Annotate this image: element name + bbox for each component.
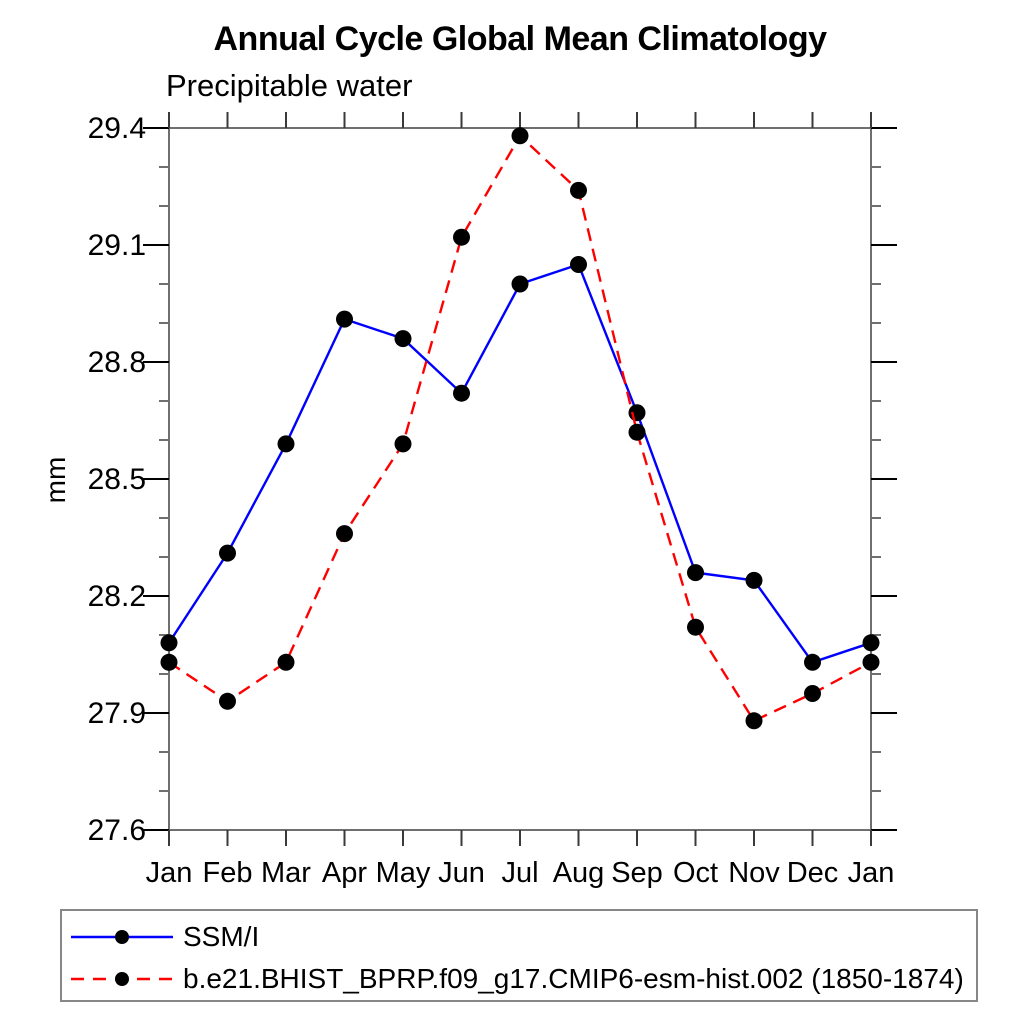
data-point-marker bbox=[687, 618, 704, 636]
data-point-marker bbox=[394, 435, 412, 453]
data-point-marker bbox=[628, 423, 646, 441]
data-point-marker bbox=[862, 653, 880, 671]
y-axis-major-ticks bbox=[143, 127, 897, 831]
x-tick-label: Sep bbox=[611, 857, 663, 889]
data-point-marker bbox=[160, 634, 178, 652]
data-point-marker bbox=[160, 653, 178, 671]
data-point-marker bbox=[570, 256, 587, 273]
chart-subtitle: Precipitable water bbox=[166, 68, 413, 103]
x-tick-label: Jan bbox=[848, 857, 895, 889]
data-point-marker bbox=[453, 228, 470, 246]
y-axis-minor-ticks bbox=[159, 166, 881, 792]
y-tick-label: 27.6 bbox=[88, 814, 146, 847]
x-tick-label: Mar bbox=[261, 857, 311, 889]
y-tick-label: 28.8 bbox=[88, 346, 146, 379]
data-point-marker bbox=[687, 564, 704, 582]
data-point-marker bbox=[336, 525, 353, 543]
series-0-markers bbox=[160, 256, 880, 671]
x-tick-label: Jan bbox=[146, 857, 193, 889]
data-point-marker bbox=[511, 275, 529, 293]
x-tick-label: Aug bbox=[553, 857, 605, 889]
y-tick-label: 29.4 bbox=[88, 112, 146, 145]
x-tick-label: Feb bbox=[203, 857, 253, 889]
series-1-markers bbox=[160, 127, 880, 730]
axis-frame bbox=[168, 127, 872, 831]
data-point-marker bbox=[394, 330, 412, 348]
legend-item-model: b.e21.BHIST_BPRP.f09_g17.CMIP6-esm-hist.… bbox=[67, 963, 964, 995]
series-1-line bbox=[168, 133, 872, 723]
x-tick-label: May bbox=[376, 857, 431, 889]
legend-item-ssmi: SSM/I bbox=[67, 921, 259, 953]
data-point-marker bbox=[336, 310, 353, 328]
data-point-marker bbox=[453, 384, 470, 402]
data-point-marker bbox=[219, 692, 236, 710]
data-point-marker bbox=[862, 634, 880, 652]
x-tick-labels: Jan Feb Mar Apr May Jun Jul Aug Sep Oct Nov Dec Jan bbox=[146, 857, 895, 889]
data-point-marker bbox=[219, 544, 236, 562]
data-point-marker bbox=[277, 653, 295, 671]
data-point-marker bbox=[745, 712, 763, 730]
x-tick-label: Oct bbox=[673, 857, 718, 889]
data-point-marker bbox=[570, 181, 587, 199]
series-0-line bbox=[167, 263, 872, 664]
x-tick-label: Dec bbox=[787, 857, 839, 889]
data-point-marker bbox=[277, 435, 295, 453]
x-tick-label: Nov bbox=[728, 857, 780, 889]
chart-title: Annual Cycle Global Mean Climatology bbox=[213, 20, 828, 58]
x-tick-label: Apr bbox=[322, 857, 367, 889]
legend-sample-dashed-line-icon bbox=[71, 972, 173, 986]
y-tick-labels: 27.6 27.9 28.2 28.5 28.8 29.1 29.4 bbox=[88, 112, 146, 847]
legend-box: SSM/I b.e21.BHIST_BPRP.f09_g17.CMIP6-esm… bbox=[60, 909, 978, 1002]
x-tick-label: Jun bbox=[438, 857, 485, 889]
y-tick-label: 28.2 bbox=[88, 580, 146, 613]
data-point-marker bbox=[511, 127, 529, 145]
y-tick-label: 28.5 bbox=[88, 463, 146, 496]
x-tick-label: Jul bbox=[501, 857, 538, 889]
x-axis-ticks bbox=[168, 112, 872, 846]
legend-label-ssmi: SSM/I bbox=[183, 921, 260, 952]
legend-sample-solid-line-icon bbox=[71, 930, 173, 944]
y-tick-label: 29.1 bbox=[88, 229, 146, 262]
y-tick-label: 27.9 bbox=[88, 697, 146, 730]
data-point-marker bbox=[804, 685, 821, 702]
data-point-marker bbox=[745, 571, 763, 589]
data-point-marker bbox=[804, 653, 821, 671]
legend-label-model: b.e21.BHIST_BPRP.f09_g17.CMIP6-esm-hist.… bbox=[183, 963, 964, 994]
